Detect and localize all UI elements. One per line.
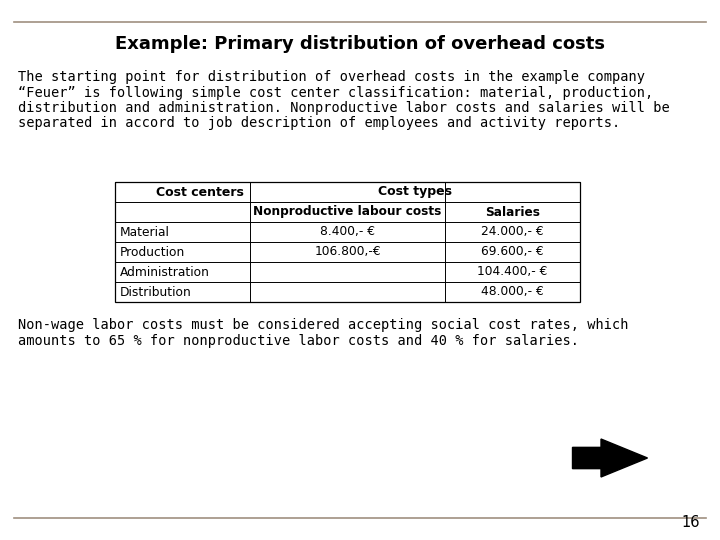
Text: Administration: Administration: [120, 266, 210, 279]
Text: 69.600,- €: 69.600,- €: [481, 246, 544, 259]
Text: 48.000,- €: 48.000,- €: [481, 286, 544, 299]
Text: Production: Production: [120, 246, 185, 259]
Text: Cost types: Cost types: [378, 186, 452, 199]
Text: 16: 16: [682, 515, 700, 530]
Text: Salaries: Salaries: [485, 206, 540, 219]
Text: Nonproductive labour costs: Nonproductive labour costs: [253, 206, 441, 219]
Text: 106.800,-€: 106.800,-€: [314, 246, 381, 259]
Text: distribution and administration. Nonproductive labor costs and salaries will be: distribution and administration. Nonprod…: [18, 101, 670, 115]
Text: Example: Primary distribution of overhead costs: Example: Primary distribution of overhea…: [115, 35, 605, 53]
Text: “Feuer” is following simple cost center classification: material, production,: “Feuer” is following simple cost center …: [18, 85, 653, 99]
Polygon shape: [572, 439, 647, 477]
Text: The starting point for distribution of overhead costs in the example company: The starting point for distribution of o…: [18, 70, 645, 84]
Text: 8.400,- €: 8.400,- €: [320, 226, 375, 239]
Bar: [115, 182, 580, 302]
Text: 24.000,- €: 24.000,- €: [481, 226, 544, 239]
Text: Cost centers: Cost centers: [156, 186, 244, 199]
Text: 104.400,- €: 104.400,- €: [477, 266, 548, 279]
Text: Non-wage labor costs must be considered accepting social cost rates, which: Non-wage labor costs must be considered …: [18, 318, 629, 332]
Text: Material: Material: [120, 226, 170, 239]
Text: separated in accord to job description of employees and activity reports.: separated in accord to job description o…: [18, 117, 620, 131]
Text: amounts to 65 % for nonproductive labor costs and 40 % for salaries.: amounts to 65 % for nonproductive labor …: [18, 334, 579, 348]
Text: Distribution: Distribution: [120, 286, 192, 299]
